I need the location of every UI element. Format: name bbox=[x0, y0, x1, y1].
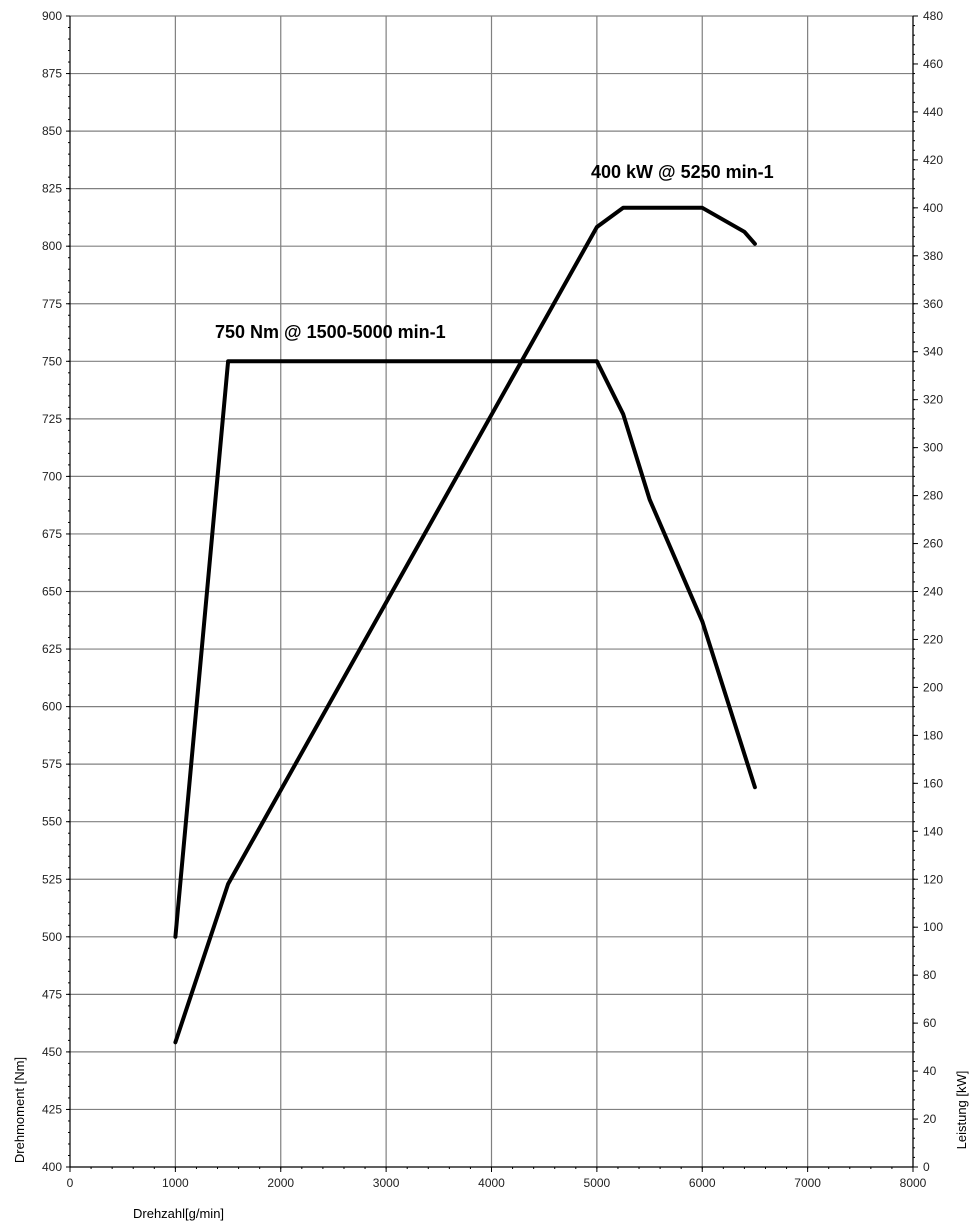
y-left-tick-label: 650 bbox=[42, 585, 62, 599]
y-left-tick-label: 875 bbox=[42, 67, 62, 81]
y-left-tick-label: 675 bbox=[42, 527, 62, 541]
x-tick-label: 1000 bbox=[162, 1176, 189, 1190]
y-axis-right-label: Leistung [kW] bbox=[954, 1071, 969, 1150]
y-right-tick-label: 260 bbox=[923, 537, 943, 551]
y-right-tick-label: 460 bbox=[923, 57, 943, 71]
y-right-tick-label: 0 bbox=[923, 1160, 930, 1174]
y-left-tick-label: 800 bbox=[42, 239, 62, 253]
x-tick-label: 0 bbox=[67, 1176, 74, 1190]
x-tick-label: 8000 bbox=[900, 1176, 927, 1190]
y-left-tick-label: 725 bbox=[42, 412, 62, 426]
y-left-tick-label: 600 bbox=[42, 700, 62, 714]
y-right-tick-label: 240 bbox=[923, 585, 943, 599]
y-left-tick-label: 750 bbox=[42, 354, 62, 368]
y-right-tick-label: 480 bbox=[923, 9, 943, 23]
x-tick-label: 4000 bbox=[478, 1176, 505, 1190]
y-left-tick-label: 775 bbox=[42, 297, 62, 311]
y-right-tick-label: 200 bbox=[923, 680, 943, 694]
y-right-tick-label: 340 bbox=[923, 345, 943, 359]
y-right-tick-label: 60 bbox=[923, 1016, 937, 1030]
y-left-tick-label: 575 bbox=[42, 757, 62, 771]
y-right-tick-label: 420 bbox=[923, 153, 943, 167]
y-right-tick-label: 320 bbox=[923, 393, 943, 407]
y-right-tick-label: 120 bbox=[923, 872, 943, 886]
y-right-tick-label: 160 bbox=[923, 776, 943, 790]
y-left-tick-label: 525 bbox=[42, 872, 62, 886]
y-left-tick-label: 425 bbox=[42, 1102, 62, 1116]
y-left-tick-label: 900 bbox=[42, 9, 62, 23]
y-right-tick-label: 300 bbox=[923, 441, 943, 455]
y-left-tick-label: 825 bbox=[42, 182, 62, 196]
y-left-tick-label: 500 bbox=[42, 930, 62, 944]
y-right-tick-label: 100 bbox=[923, 920, 943, 934]
y-right-tick-label: 380 bbox=[923, 249, 943, 263]
y-right-tick-label: 400 bbox=[923, 201, 943, 215]
y-right-tick-label: 80 bbox=[923, 968, 937, 982]
x-tick-label: 5000 bbox=[584, 1176, 611, 1190]
annotation-label: 400 kW @ 5250 min-1 bbox=[591, 162, 774, 182]
y-right-tick-label: 140 bbox=[923, 824, 943, 838]
y-left-tick-label: 475 bbox=[42, 987, 62, 1001]
annotation-label: 750 Nm @ 1500-5000 min-1 bbox=[215, 322, 446, 342]
y-left-tick-label: 400 bbox=[42, 1160, 62, 1174]
y-right-tick-label: 180 bbox=[923, 728, 943, 742]
y-left-tick-label: 625 bbox=[42, 642, 62, 656]
y-right-tick-label: 280 bbox=[923, 489, 943, 503]
x-tick-label: 7000 bbox=[794, 1176, 821, 1190]
x-axis-label: Drehzahl[g/min] bbox=[133, 1206, 224, 1221]
grid bbox=[70, 16, 913, 1167]
y-left-tick-label: 450 bbox=[42, 1045, 62, 1059]
y-left-tick-label: 850 bbox=[42, 124, 62, 138]
y-left-tick-label: 550 bbox=[42, 815, 62, 829]
y-right-tick-label: 20 bbox=[923, 1112, 937, 1126]
x-tick-label: 2000 bbox=[267, 1176, 294, 1190]
y-right-tick-label: 440 bbox=[923, 105, 943, 119]
y-right-tick-label: 40 bbox=[923, 1064, 937, 1078]
x-tick-label: 6000 bbox=[689, 1176, 716, 1190]
x-tick-label: 3000 bbox=[373, 1176, 400, 1190]
y-right-tick-label: 360 bbox=[923, 297, 943, 311]
y-right-tick-label: 220 bbox=[923, 632, 943, 646]
y-axis-left-label: Drehmoment [Nm] bbox=[12, 1057, 27, 1163]
y-left-tick-label: 700 bbox=[42, 469, 62, 483]
